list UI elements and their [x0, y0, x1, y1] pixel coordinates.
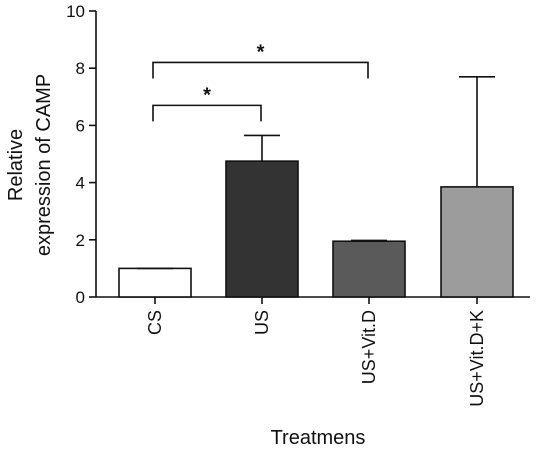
y-tick-label: 2 — [76, 231, 85, 250]
significance-brackets: ** — [152, 41, 369, 122]
bars — [118, 160, 514, 298]
bar-us — [225, 160, 299, 298]
significance-bracket — [152, 104, 262, 122]
x-tick-label: US — [252, 310, 272, 335]
y-axis: 0 2 4 6 8 10 — [66, 2, 97, 307]
significance-bracket — [152, 61, 369, 79]
error-bars — [137, 75, 495, 270]
y-tick-label: 8 — [76, 59, 85, 78]
y-tick-label: 10 — [66, 2, 85, 21]
y-axis-title-line2: expression of CAMP — [33, 74, 55, 256]
bar-us-vit-d-k — [440, 186, 514, 298]
x-tick-label: CS — [145, 310, 165, 335]
x-axis — [96, 296, 530, 304]
y-tick-label: 4 — [76, 174, 85, 193]
x-tick-label: US+Vit.D — [359, 310, 379, 384]
y-axis-title-line1: Relative — [5, 129, 27, 201]
category-labels: CS US US+Vit.D US+Vit.D+K — [145, 310, 487, 407]
bar-cs — [118, 267, 192, 298]
y-tick-label: 0 — [76, 288, 85, 307]
significance-asterisk: * — [257, 41, 265, 63]
bar-us-vit-d — [332, 240, 406, 298]
significance-asterisk: * — [203, 84, 211, 106]
x-axis-title: Treatmens — [271, 427, 366, 449]
y-tick-label: 6 — [76, 116, 85, 135]
x-tick-label: US+Vit.D+K — [467, 310, 487, 407]
